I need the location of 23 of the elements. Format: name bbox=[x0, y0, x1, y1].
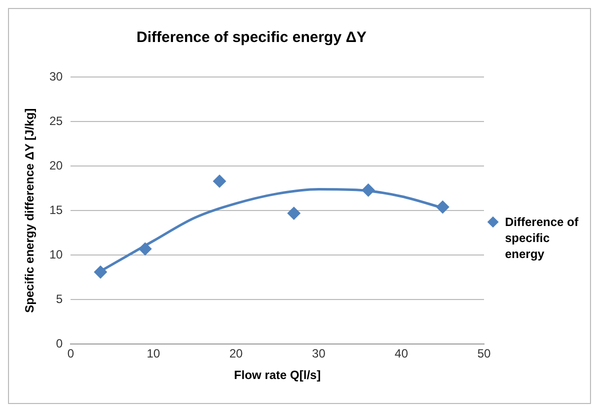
x-tick-label: 50 bbox=[477, 346, 491, 361]
point bbox=[94, 266, 107, 279]
y-tick-label: 0 bbox=[56, 336, 64, 351]
y-tick-label: 30 bbox=[49, 69, 64, 84]
point bbox=[436, 200, 450, 214]
chart-title: Difference of specific energy ΔY bbox=[136, 29, 367, 46]
x-tick-label: 40 bbox=[394, 346, 408, 361]
y-tick-label: 25 bbox=[49, 114, 64, 128]
x-tick-label: 0 bbox=[67, 346, 74, 361]
y-tick-label: 20 bbox=[49, 158, 64, 172]
x-tick-label: 20 bbox=[229, 346, 244, 361]
y-tick-label: 5 bbox=[56, 292, 64, 306]
y-axis-title: Specific energy difference ΔY [J/kg] bbox=[22, 108, 37, 313]
x-axis-title: Flow rate Q[l/s] bbox=[234, 368, 321, 382]
point bbox=[213, 174, 226, 188]
y-tick-label: 10 bbox=[49, 247, 64, 262]
point bbox=[362, 184, 375, 197]
y-tick-label: 15 bbox=[49, 202, 64, 217]
point bbox=[138, 242, 152, 256]
x-tick-label: 30 bbox=[312, 346, 326, 361]
point bbox=[287, 206, 300, 220]
x-tick-label: 10 bbox=[146, 346, 160, 361]
legend-label: Difference of specific energy bbox=[505, 214, 580, 262]
